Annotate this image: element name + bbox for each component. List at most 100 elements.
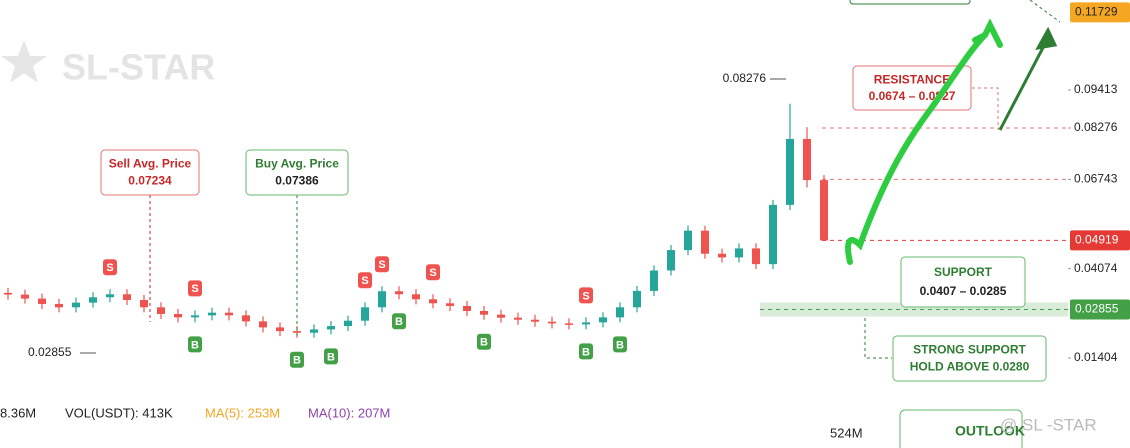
candle-body [208, 312, 216, 316]
price-marker-label: 0.04919 [1075, 233, 1119, 247]
candle-body [701, 230, 709, 254]
candle-body [769, 204, 777, 265]
signal-label: B [327, 351, 335, 363]
support-title: SUPPORT [934, 265, 993, 279]
y-tick-label: 0.06743 [1074, 172, 1118, 186]
candle-body [310, 329, 318, 333]
candle-body [667, 250, 675, 271]
candle-body [395, 291, 403, 295]
signal-label: S [582, 290, 589, 302]
candle-body [89, 297, 97, 303]
target-arrow [998, 26, 1058, 131]
candle-body [344, 320, 352, 327]
signal-label: S [191, 283, 198, 295]
candle-body [684, 230, 692, 251]
high-label: 0.08276 [723, 71, 767, 85]
candle-body [327, 326, 335, 330]
candle-body [225, 312, 233, 316]
signal-label: S [429, 267, 436, 279]
volume-max: 524M [830, 425, 863, 440]
outlook-label: OUTLOOK [955, 423, 1025, 439]
buy-avg-value: 0.07386 [275, 174, 319, 188]
signal-badge [358, 272, 372, 289]
resistance-connector [972, 87, 999, 130]
candle-body [820, 180, 828, 241]
candle-body [72, 302, 80, 308]
candle-body [633, 290, 641, 308]
candle-body [616, 307, 624, 318]
signal-label: S [361, 275, 368, 287]
candle-body [293, 331, 301, 333]
candle-body [582, 322, 590, 325]
price-marker-label: 0.02855 [1075, 302, 1119, 316]
target-dash [1029, 0, 1061, 23]
volume-header: VOL(USDT): 413K [65, 405, 173, 420]
buy-avg-box [245, 149, 349, 196]
price-marker-box [1070, 299, 1130, 320]
signal-badge [392, 313, 406, 330]
candle-body [803, 138, 811, 181]
candle-body [718, 253, 726, 258]
candle-body [429, 299, 437, 304]
candle-body [55, 303, 63, 308]
volume-header: 8.36M [0, 405, 36, 420]
sell-avg-title: Sell Avg. Price [109, 157, 192, 171]
signal-badge [188, 336, 202, 353]
candle-body [786, 138, 794, 205]
signal-badge [579, 343, 593, 360]
signal-label: B [582, 346, 590, 358]
y-tick-label: 0.09413 [1074, 82, 1118, 96]
signal-label: B [395, 316, 403, 328]
candle-body [4, 292, 12, 295]
signal-label: S [378, 259, 385, 271]
signal-label: S [106, 262, 113, 274]
signal-badge [477, 333, 491, 350]
candle-body [446, 303, 454, 306]
strong-support-box [892, 335, 1047, 382]
candle-body [361, 307, 369, 321]
strong-support-value: HOLD ABOVE 0.0280 [910, 360, 1030, 374]
candle-body [548, 321, 556, 324]
resistance-title: RESISTANCE [874, 72, 950, 86]
candle-body [38, 298, 46, 304]
signal-badge [613, 336, 627, 353]
sell-avg-value: 0.07234 [128, 174, 172, 188]
signal-label: B [616, 339, 624, 351]
support-value: 0.0407 – 0.0285 [920, 284, 1007, 298]
candle-body [157, 307, 165, 315]
signal-badge [290, 351, 304, 368]
strong-support-title: STRONG SUPPORT [913, 343, 1026, 357]
candle-body [752, 248, 760, 265]
resistance-box [852, 65, 972, 111]
candle-body [412, 294, 420, 300]
candle-body [463, 305, 471, 311]
candle-body [21, 294, 29, 299]
signal-badge [103, 259, 117, 276]
low-label: 0.02855 [28, 345, 72, 359]
candle-body [650, 270, 658, 291]
candle-body [174, 314, 182, 318]
candle-body [191, 315, 199, 318]
price-marker-box [1070, 2, 1130, 23]
signal-badge [375, 256, 389, 273]
strong-connector [864, 318, 892, 359]
credit: @ SL -STAR [1000, 415, 1097, 434]
candle-body [480, 310, 488, 315]
price-marker-label: 0.11729 [1075, 5, 1118, 19]
watermark-logo: SL-STAR [1, 40, 215, 88]
candle-body [497, 314, 505, 318]
signal-label: B [480, 337, 488, 349]
y-tick-label: 0.01404 [1074, 350, 1118, 364]
signal-label: B [293, 355, 301, 367]
signal-label: B [191, 339, 199, 351]
signal-badge [188, 280, 202, 297]
signal-badge [426, 264, 440, 281]
candle-body [276, 327, 284, 332]
candle-body [565, 323, 573, 325]
support-box [900, 256, 1026, 308]
watermark-text: SL-STAR [62, 47, 215, 88]
signal-badge [579, 287, 593, 304]
candle-body [531, 319, 539, 322]
candle-body [735, 248, 743, 258]
